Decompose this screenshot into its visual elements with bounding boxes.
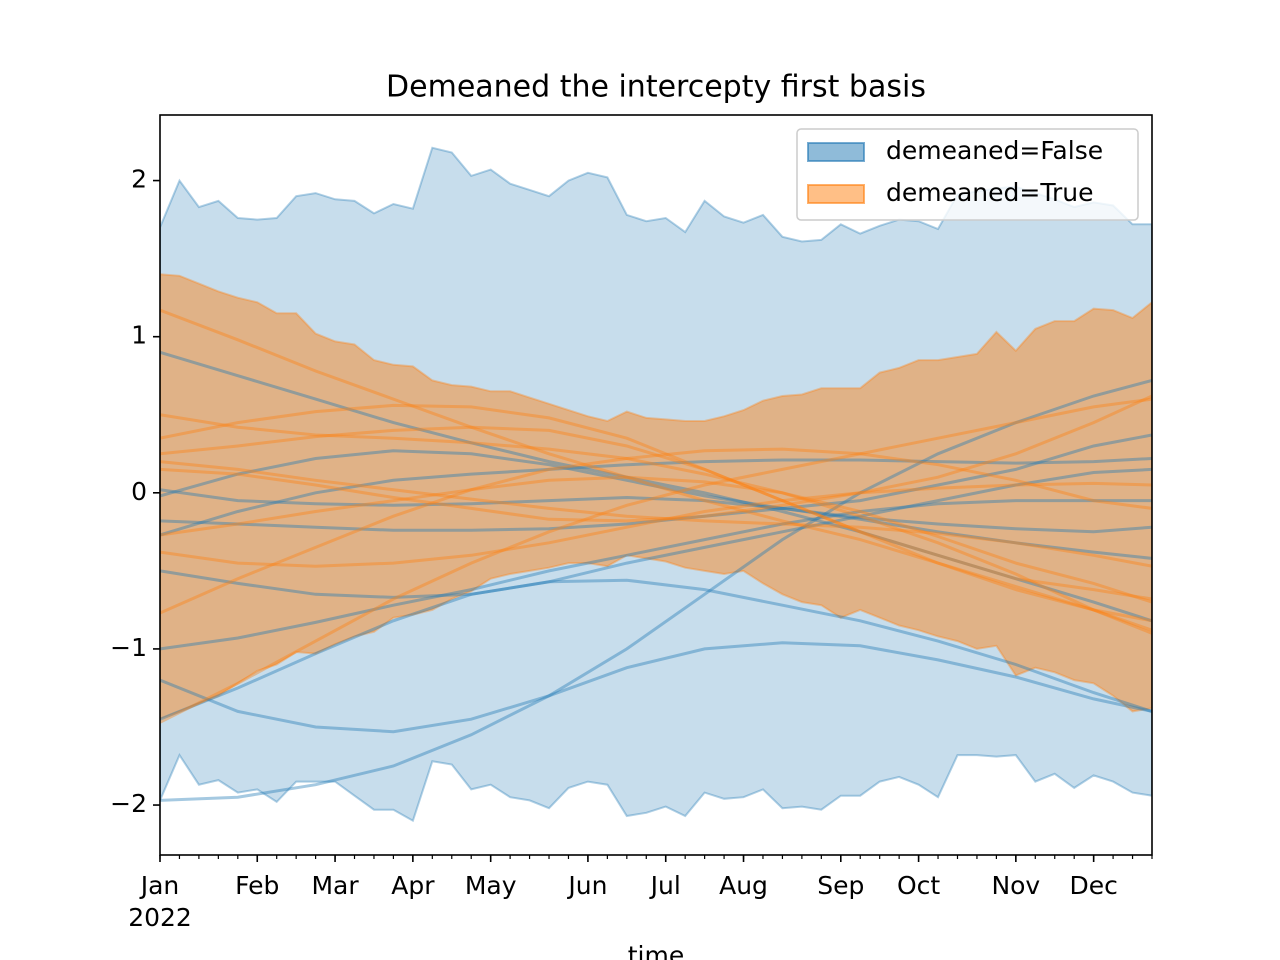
y-tick-label: 2 [131,165,147,194]
series-line [160,425,1152,601]
x-tick-label: Oct [897,871,940,900]
series-line [160,481,1152,568]
y-tick-label: 0 [131,477,147,506]
legend-swatch [807,142,865,162]
x-tick-sublabel: 2022 [128,903,192,932]
series-line [160,449,1152,534]
series-line [160,488,1152,560]
legend: demeaned=False demeaned=True [796,128,1139,221]
plot-frame [159,114,1153,856]
legend-label: demeaned=True [886,178,1093,207]
series-line [160,457,1152,537]
x-tick-label: Mar [311,871,359,900]
x-tick-label: Feb [235,871,279,900]
series-line [160,394,1152,523]
series-line [160,413,1152,635]
y-tick-label: 1 [131,321,147,350]
y-tick-label: −2 [110,789,147,818]
x-tick-label: Aug [719,871,768,900]
series-line [160,447,1152,615]
y-tick-label: −1 [110,633,147,662]
series-line [160,578,1152,721]
x-tick-label: May [465,871,517,900]
series-line [160,475,1152,604]
series-line [160,460,1152,568]
x-tick-label: Nov [991,871,1040,900]
series-line [160,350,1152,623]
legend-box [796,128,1139,221]
series-line [160,403,1152,623]
legend-label: demeaned=False [886,136,1103,165]
x-tick-label: Jan [139,871,180,900]
legend-swatch [807,184,865,204]
plot-area [160,146,1152,823]
band [160,146,1152,823]
x-tick-label: Apr [391,871,435,900]
series-line [160,378,1152,802]
x-tick-label: Jun [566,871,607,900]
band [160,273,1152,721]
series-line [160,641,1152,734]
series-line [160,467,1152,599]
x-axis-label: time [628,941,684,960]
series-line [160,308,1152,632]
series-line [160,499,1152,651]
axes: −2 −1 0 1 2 Jan 2022 Feb Mar Apr May Jun Jul Aug Sep Oc… [110,114,1153,932]
series-line [160,433,1152,532]
series-line [160,397,1152,724]
x-tick-label: Dec [1069,871,1117,900]
chart-title: Demeaned the intercepty first basis [386,70,926,105]
x-tick-label: Jul [649,871,681,900]
x-tick-label: Sep [817,871,864,900]
